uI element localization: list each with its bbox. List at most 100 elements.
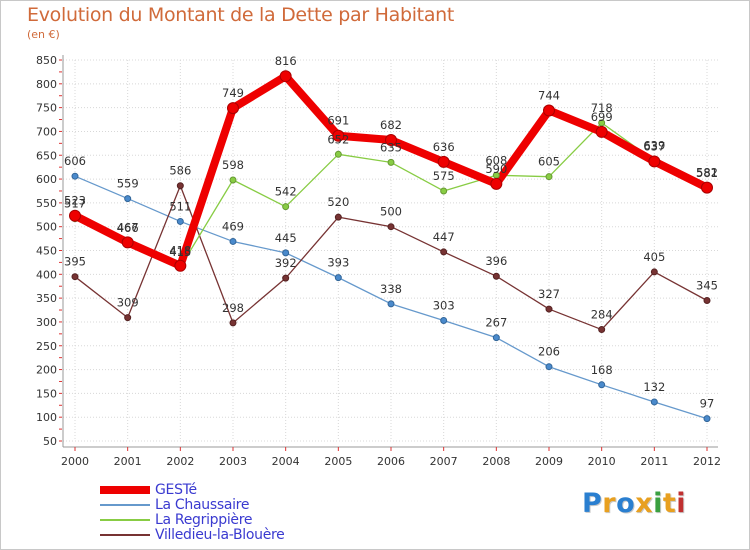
data-point bbox=[334, 274, 342, 282]
y-tick-label: 250 bbox=[36, 340, 57, 353]
data-label: 309 bbox=[117, 296, 139, 310]
x-tick-label: 2008 bbox=[482, 455, 510, 468]
data-point bbox=[387, 300, 395, 308]
data-point bbox=[176, 182, 184, 190]
data-point bbox=[598, 326, 606, 334]
data-point bbox=[385, 134, 397, 147]
data-point bbox=[229, 319, 237, 327]
data-label: 635 bbox=[380, 140, 402, 154]
data-point bbox=[227, 102, 239, 115]
data-label: 447 bbox=[433, 230, 455, 244]
logo-letter: i bbox=[676, 488, 687, 519]
data-label: 396 bbox=[485, 254, 507, 268]
y-tick-label: 850 bbox=[36, 54, 57, 67]
data-label: 749 bbox=[222, 86, 244, 100]
data-label: 718 bbox=[591, 101, 613, 115]
data-point bbox=[229, 237, 237, 245]
data-point bbox=[440, 317, 448, 325]
data-point bbox=[545, 173, 553, 181]
data-label: 392 bbox=[275, 256, 297, 270]
x-tick-label: 2000 bbox=[61, 455, 89, 468]
data-label: 267 bbox=[485, 316, 507, 330]
data-point bbox=[545, 305, 553, 313]
proxiti-logo: Proxiti bbox=[582, 488, 686, 519]
y-tick-label: 300 bbox=[36, 316, 57, 329]
data-label: 303 bbox=[433, 299, 455, 313]
data-point bbox=[282, 203, 290, 211]
data-label: 636 bbox=[433, 140, 455, 154]
data-label: 606 bbox=[64, 154, 86, 168]
data-label: 542 bbox=[275, 185, 297, 199]
data-label: 395 bbox=[64, 255, 86, 269]
data-point bbox=[124, 314, 132, 322]
data-label: 816 bbox=[275, 54, 297, 68]
data-label: 652 bbox=[327, 132, 349, 146]
logo-letter: i bbox=[653, 488, 663, 519]
data-label: 418 bbox=[169, 244, 191, 258]
data-point bbox=[648, 155, 661, 168]
data-label: 445 bbox=[275, 231, 297, 245]
x-tick-label: 2012 bbox=[693, 455, 721, 468]
data-label: 590 bbox=[485, 162, 507, 176]
logo-letter: o bbox=[616, 488, 636, 519]
data-point bbox=[69, 209, 81, 222]
data-point bbox=[598, 381, 606, 389]
legend-label-la-regrippiere: La Regrippière bbox=[155, 512, 253, 528]
x-tick-label: 2011 bbox=[640, 455, 668, 468]
data-point bbox=[595, 125, 608, 138]
data-label: 699 bbox=[591, 110, 613, 124]
data-point bbox=[545, 363, 553, 371]
x-tick-label: 2007 bbox=[430, 455, 458, 468]
data-point bbox=[490, 177, 503, 190]
data-label: 608 bbox=[485, 153, 507, 167]
data-label: 582 bbox=[696, 166, 718, 180]
y-tick-label: 700 bbox=[36, 125, 57, 138]
data-label: 581 bbox=[696, 166, 718, 180]
x-tick-label: 2004 bbox=[272, 455, 300, 468]
data-label: 637 bbox=[643, 139, 665, 153]
data-point bbox=[174, 259, 187, 272]
y-tick-label: 800 bbox=[36, 78, 57, 91]
data-label: 467 bbox=[117, 220, 139, 234]
x-tick-label: 2010 bbox=[588, 455, 616, 468]
data-label: 598 bbox=[222, 158, 244, 172]
unit-label: (en €) bbox=[27, 28, 60, 41]
legend-swatch-la-chaussaire bbox=[100, 504, 150, 506]
chart-title: Evolution du Montant de la Dette par Hab… bbox=[27, 4, 455, 26]
data-point bbox=[332, 129, 345, 142]
legend-swatch-la-regrippiere bbox=[100, 519, 150, 521]
y-tick-label: 50 bbox=[43, 435, 57, 448]
data-point bbox=[282, 249, 290, 257]
y-tick-label: 100 bbox=[36, 411, 57, 424]
data-point bbox=[437, 155, 450, 168]
data-point bbox=[492, 334, 500, 342]
data-label: 586 bbox=[169, 164, 191, 178]
data-label: 393 bbox=[327, 256, 349, 270]
data-label: 575 bbox=[433, 169, 455, 183]
data-label: 500 bbox=[380, 205, 402, 219]
data-label: 559 bbox=[117, 177, 139, 191]
legend-swatch-villedieu-la-blouere bbox=[100, 534, 150, 536]
data-point bbox=[543, 104, 555, 117]
data-label: 338 bbox=[380, 282, 402, 296]
data-label: 466 bbox=[117, 221, 139, 235]
data-point bbox=[650, 268, 658, 276]
y-tick-label: 200 bbox=[36, 364, 57, 377]
y-tick-label: 600 bbox=[36, 173, 57, 186]
data-label: 469 bbox=[222, 219, 244, 233]
data-point bbox=[229, 176, 237, 184]
x-tick-label: 2009 bbox=[535, 455, 563, 468]
data-point bbox=[387, 223, 395, 231]
data-point bbox=[598, 119, 606, 127]
data-label: 284 bbox=[591, 308, 613, 322]
data-point bbox=[440, 248, 448, 256]
legend-label-villedieu-la-blouere: Villedieu-la-Blouère bbox=[155, 527, 285, 543]
x-tick-label: 2003 bbox=[219, 455, 247, 468]
legend-swatch-geste bbox=[100, 486, 150, 494]
data-point bbox=[703, 297, 711, 305]
data-label: 345 bbox=[696, 279, 718, 293]
data-label: 298 bbox=[222, 301, 244, 315]
data-label: 132 bbox=[643, 380, 665, 394]
legend-label-la-chaussaire: La Chaussaire bbox=[155, 497, 250, 513]
